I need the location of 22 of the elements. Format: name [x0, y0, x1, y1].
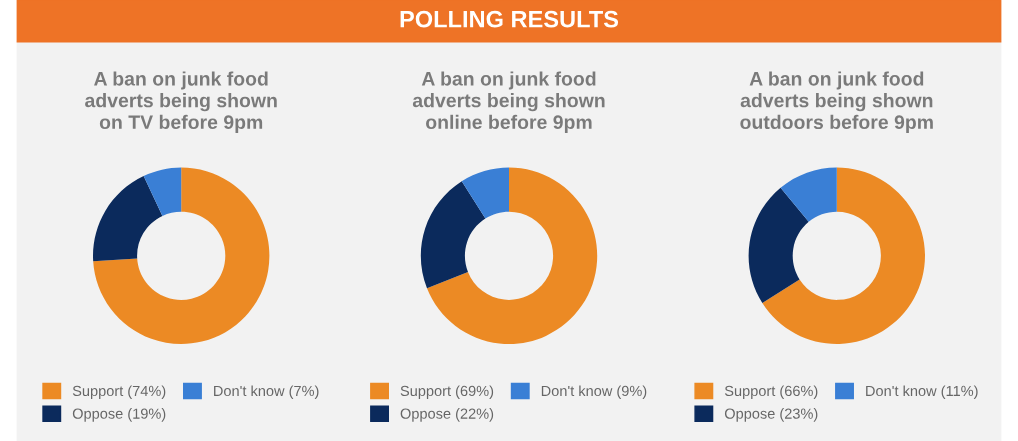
legend-label: Oppose (19%) — [72, 408, 166, 422]
donut-slice — [420, 181, 486, 289]
donut-slice — [748, 187, 809, 304]
legend-label: Support (74%) — [72, 385, 166, 399]
chart-title: A ban on junk food adverts being shown outdoors before 9pm — [740, 71, 933, 133]
donut-slice — [426, 167, 598, 344]
donut-slice — [762, 167, 925, 344]
donut-slice — [93, 167, 270, 344]
donut-slice — [93, 175, 163, 262]
donut-slice — [143, 167, 182, 216]
donut-slice — [780, 167, 837, 222]
legend-label: Oppose (23%) — [724, 408, 818, 422]
legend-label: Don't know (11%) — [866, 385, 978, 399]
legend-label: Don't know (9%) — [541, 385, 647, 399]
chart-title: A ban on junk food adverts being shown on TV before 9pm — [85, 71, 277, 133]
legend-label: Oppose (22%) — [400, 408, 494, 422]
text: POLLING RESULTS — [400, 10, 619, 28]
legend-label: Don't know (7%) — [214, 385, 319, 399]
donut-slice — [461, 167, 509, 219]
chart-title: A ban on junk food adverts being shown online before 9pm — [412, 71, 605, 133]
slice-label: Support (69%) — [400, 385, 494, 399]
slice-label: Support (66%) — [724, 385, 818, 399]
